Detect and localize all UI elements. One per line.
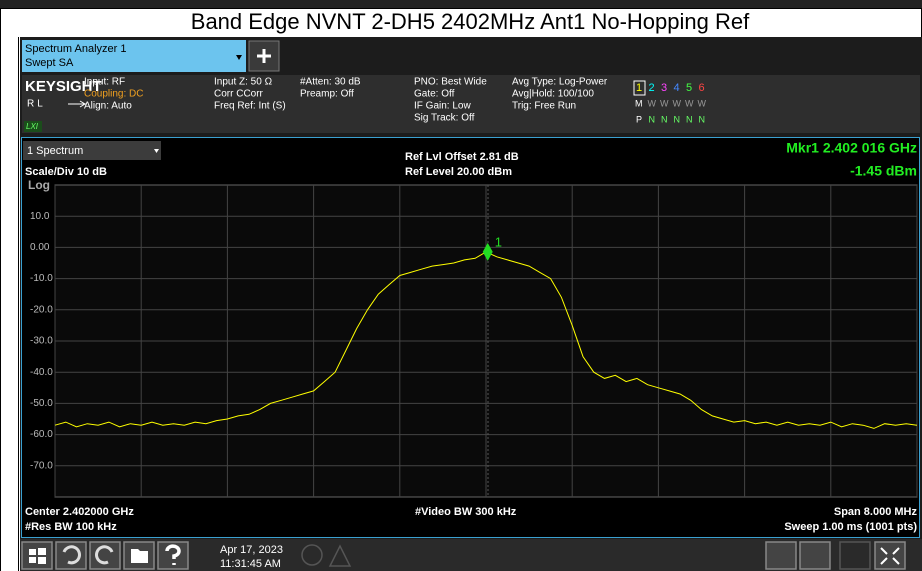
ref-level: Ref Level 20.00 dBm	[405, 166, 512, 178]
rl-label: RL	[27, 99, 46, 110]
windows-button[interactable]	[21, 541, 53, 570]
setting: Avg Type: Log-Power	[512, 77, 608, 88]
setting: Align: Auto	[84, 101, 132, 112]
y-tick-label: -50.0	[30, 398, 53, 409]
scale-type: Log	[28, 178, 50, 192]
res-bw: #Res BW 100 kHz	[25, 521, 117, 533]
layout-button[interactable]	[765, 541, 797, 570]
trace-number: 3	[661, 82, 667, 94]
selector-arrow	[154, 149, 159, 153]
scale-div: Scale/Div 10 dB	[25, 166, 107, 178]
trace-mode: W	[685, 98, 694, 108]
window-name: 1 Spectrum	[27, 145, 83, 157]
setting: #Atten: 30 dB	[300, 77, 361, 88]
setting: Freq Ref: Int (S)	[214, 101, 286, 112]
setting: Sig Track: Off	[414, 113, 475, 124]
chat-icon	[301, 544, 323, 566]
trace-detector: N	[686, 114, 693, 124]
setting: Corr CCorr	[214, 89, 264, 100]
setting: Avg|Hold: 100/100	[512, 89, 594, 100]
setting: Input Z: 50 Ω	[214, 77, 273, 88]
y-tick-label: -40.0	[30, 367, 53, 378]
y-tick-label: -20.0	[30, 304, 53, 315]
y-tick-label: -10.0	[30, 273, 53, 284]
rl-arrow	[68, 100, 86, 108]
y-tick-label: 10.0	[30, 211, 50, 222]
ref-offset: Ref Lvl Offset 2.81 dB	[405, 151, 519, 163]
left-margin	[0, 37, 20, 571]
info-panel	[22, 75, 920, 133]
setting: Input: RF	[84, 77, 125, 88]
y-tick-label: -30.0	[30, 336, 53, 347]
setting: Preamp: Off	[300, 89, 354, 100]
setting: Gate: Off	[414, 89, 455, 100]
video-bw: #Video BW 300 kHz	[415, 506, 517, 518]
window-title: Band Edge NVNT 2-DH5 2402MHz Ant1 No-Hop…	[191, 9, 750, 34]
trace-mode: W	[673, 98, 682, 108]
plus-icon	[257, 49, 271, 63]
mode-tab[interactable]	[22, 40, 246, 72]
span: Span 8.000 MHz	[834, 506, 918, 518]
brand: KEYSIGHT	[25, 78, 102, 95]
setting: PNO: Best Wide	[414, 77, 487, 88]
trace-detector: N	[649, 114, 656, 124]
time: 11:31:45 AM	[220, 558, 281, 570]
window-selector[interactable]	[23, 141, 161, 160]
marker-label: 1	[495, 234, 502, 249]
trace-number: 4	[674, 82, 680, 94]
trace-number: 6	[699, 82, 705, 94]
trace-mode: M	[635, 98, 643, 108]
warning-icon	[328, 544, 352, 567]
center-freq: Center 2.402000 GHz	[25, 506, 134, 518]
y-tick-label: 0.00	[30, 242, 50, 253]
y-tick-label: -70.0	[30, 460, 53, 471]
trace-number: 2	[649, 82, 655, 94]
trace-selected	[633, 80, 646, 96]
taskbar-icons	[21, 541, 906, 570]
tab-sublabel: Swept SA	[25, 57, 74, 69]
trace-detector: P	[636, 114, 642, 124]
marker	[482, 242, 493, 261]
marker-value: -1.45 dBm	[850, 163, 917, 179]
trace-mode: W	[660, 98, 669, 108]
setting: Trig: Free Run	[512, 101, 576, 112]
sweep: Sweep 1.00 ms (1001 pts)	[784, 521, 917, 533]
marker-readout: Mkr1 2.402 016 GHz	[786, 140, 917, 156]
lxi-label: LXI	[26, 122, 39, 131]
setting: Coupling: DC	[84, 89, 143, 100]
trace-number: 5	[686, 82, 692, 94]
tab-arrow	[236, 55, 242, 60]
date: Apr 17, 2023	[220, 544, 283, 556]
zoom-button[interactable]	[874, 541, 906, 570]
lxi-badge	[24, 121, 42, 132]
trace-number: 1	[636, 82, 642, 94]
setting: IF Gain: Low	[414, 101, 471, 112]
tab-label: Spectrum Analyzer 1	[25, 43, 127, 55]
trace-detector: N	[674, 114, 681, 124]
top-strip	[0, 0, 922, 8]
trace-detector: N	[661, 114, 668, 124]
touch-button[interactable]	[799, 541, 831, 570]
trace-detector: N	[699, 114, 706, 124]
trace-mode: W	[648, 98, 657, 108]
multi-screen-button[interactable]	[839, 541, 871, 570]
title-bar	[0, 8, 922, 38]
y-tick-label: -60.0	[30, 429, 53, 440]
trace-mode: W	[698, 98, 707, 108]
